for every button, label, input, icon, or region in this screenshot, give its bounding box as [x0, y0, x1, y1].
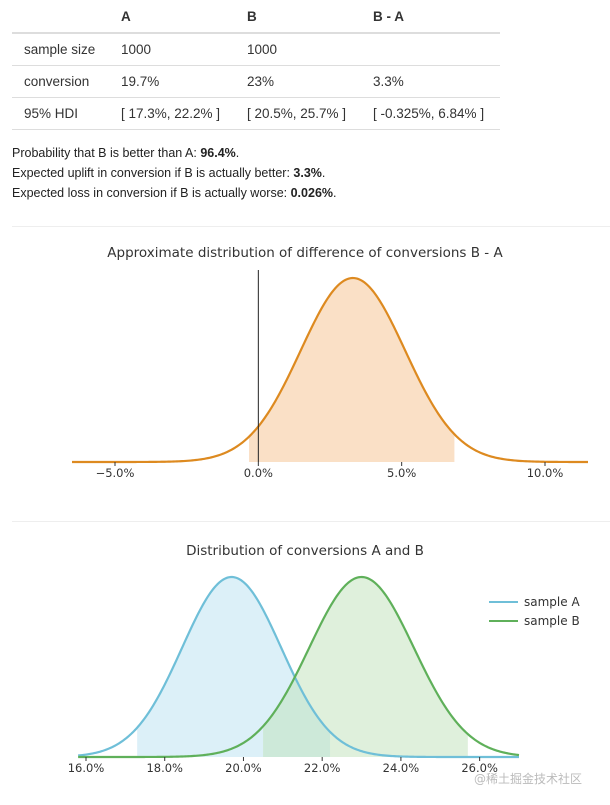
uplift-line: Expected uplift in conversion if B is ac… — [12, 163, 337, 183]
row-label: conversion — [12, 65, 109, 98]
uplift-prefix: Expected uplift in conversion if B is ac… — [12, 166, 294, 180]
divider — [12, 521, 610, 522]
probability-value: 96.4% — [200, 146, 236, 160]
hdi-area — [249, 278, 455, 462]
cell-a: 1000 — [109, 33, 235, 66]
header-empty — [12, 0, 109, 34]
x-tick-label: 26.0% — [461, 761, 498, 775]
chart-title: Approximate distribution of difference o… — [107, 245, 503, 261]
legend-label-sample-b[interactable]: sample B — [524, 614, 580, 628]
x-tick-label: 18.0% — [146, 761, 183, 775]
x-tick-label: 0.0% — [244, 466, 273, 480]
header-b: B — [235, 0, 361, 34]
row-label: sample size — [12, 33, 109, 66]
legend: sample A sample B — [489, 595, 580, 628]
row-label: 95% HDI — [12, 97, 109, 130]
legend-label-sample-a[interactable]: sample A — [524, 595, 580, 609]
header-diff: B - A — [361, 0, 500, 34]
cell-a: 19.7% — [109, 65, 235, 98]
x-tick-label: 5.0% — [387, 466, 416, 480]
uplift-suffix: . — [321, 166, 326, 180]
x-tick-label: 22.0% — [304, 761, 341, 775]
table-row: conversion 19.7% 23% 3.3% — [12, 65, 500, 98]
cell-b: 23% — [235, 65, 361, 98]
cell-b: [ 20.5%, 25.7% ] — [235, 97, 361, 130]
table-row: 95% HDI [ 17.3%, 22.2% ] [ 20.5%, 25.7% … — [12, 97, 500, 130]
results-table: A B B - A sample size 1000 1000 conversi… — [12, 0, 500, 130]
conversions-distribution-chart: Distribution of conversions A and B 16.0… — [68, 543, 582, 786]
x-tick-label: 10.0% — [527, 466, 564, 480]
table-header-row: A B B - A — [12, 0, 500, 34]
cell-diff — [361, 33, 500, 66]
watermark: @稀土掘金技术社区 — [474, 771, 582, 786]
loss-prefix: Expected loss in conversion if B is actu… — [12, 186, 291, 200]
plot-area — [78, 575, 520, 759]
x-tick-label: 16.0% — [68, 761, 105, 775]
loss-value: 0.026% — [290, 186, 334, 200]
chart-title: Distribution of conversions A and B — [186, 543, 424, 559]
summary-text: Probability that B is better than A: 96.… — [12, 143, 337, 203]
cell-b: 1000 — [235, 33, 361, 66]
difference-distribution-chart: Approximate distribution of difference o… — [72, 245, 588, 480]
loss-suffix: . — [333, 186, 337, 200]
cell-a: [ 17.3%, 22.2% ] — [109, 97, 235, 130]
probability-line: Probability that B is better than A: 96.… — [12, 143, 337, 163]
cell-diff: 3.3% — [361, 65, 500, 98]
density-line-sample-b — [78, 575, 520, 759]
x-axis: 16.0% 18.0% 20.0% 22.0% 24.0% 26.0% — [68, 757, 498, 775]
probability-suffix: . — [235, 146, 240, 160]
table-row: sample size 1000 1000 — [12, 33, 500, 66]
x-tick-label: 20.0% — [225, 761, 262, 775]
cell-diff: [ -0.325%, 6.84% ] — [361, 97, 500, 130]
density-line — [72, 276, 588, 464]
header-a: A — [109, 0, 235, 34]
uplift-value: 3.3% — [293, 166, 322, 180]
divider — [12, 226, 610, 227]
plot-area — [72, 270, 588, 464]
probability-prefix: Probability that B is better than A: — [12, 146, 201, 160]
hdi-overlap-area — [263, 677, 331, 757]
x-tick-label: −5.0% — [96, 466, 135, 480]
x-tick-label: 24.0% — [383, 761, 420, 775]
loss-line: Expected loss in conversion if B is actu… — [12, 183, 337, 203]
density-line-sample-a — [78, 575, 519, 759]
x-axis: −5.0% 0.0% 5.0% 10.0% — [96, 462, 564, 480]
